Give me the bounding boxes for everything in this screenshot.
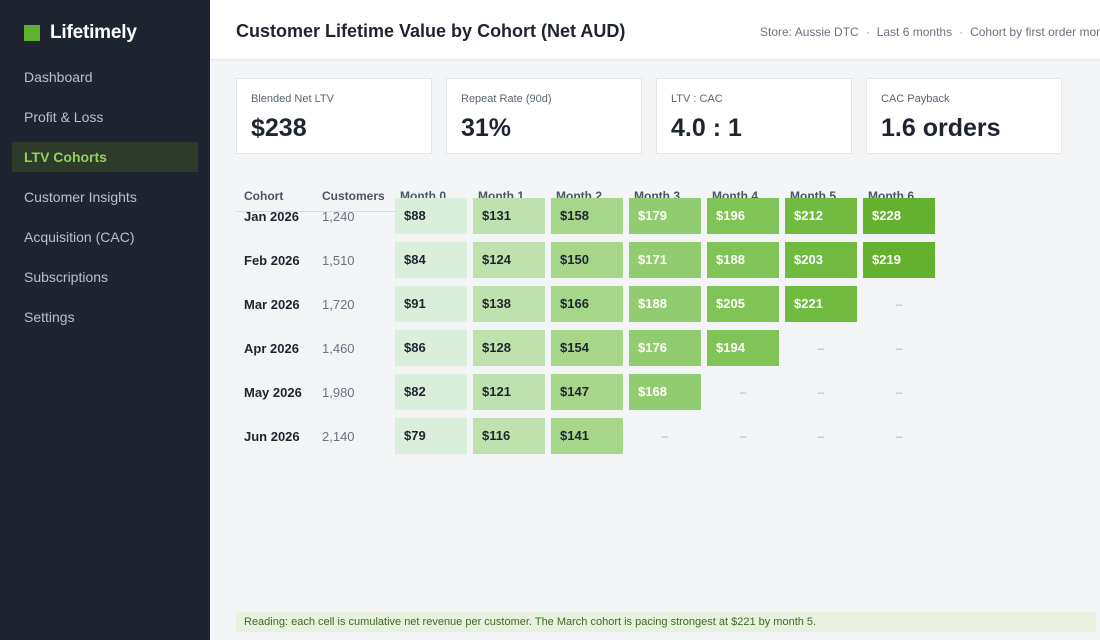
customer-count: 1,980 xyxy=(322,385,355,400)
kpi-label: Repeat Rate (90d) xyxy=(461,93,552,105)
cohort-cell[interactable]: $154 xyxy=(551,330,623,366)
cohort-cell[interactable]: $212 xyxy=(785,198,857,234)
sidebar-item-settings[interactable]: Settings xyxy=(24,309,75,325)
sidebar-item-ltv-cohorts[interactable]: LTV Cohorts xyxy=(12,142,198,172)
cohort-label: Mar 2026 xyxy=(244,297,300,312)
cohort-cell[interactable]: $128 xyxy=(473,330,545,366)
sidebar-item-dashboard[interactable]: Dashboard xyxy=(24,69,93,85)
cohort-cell-empty: – xyxy=(739,429,747,443)
brand[interactable]: Lifetimely xyxy=(24,22,137,44)
kpi-value: 4.0 : 1 xyxy=(671,114,742,142)
kpi-card-ltv-cac: LTV : CAC 4.0 : 1 xyxy=(656,78,852,154)
brand-name: Lifetimely xyxy=(50,22,137,43)
customer-count: 1,460 xyxy=(322,341,355,356)
column-header-customers: Customers xyxy=(322,189,385,203)
cohort-cell[interactable]: $141 xyxy=(551,418,623,454)
page-header: Customer Lifetime Value by Cohort (Net A… xyxy=(210,0,1100,60)
cohort-cell[interactable]: $84 xyxy=(395,242,467,278)
header-meta: Store: Aussie DTC · Last 6 months · Cohort b… xyxy=(760,25,1100,39)
cohort-cell[interactable]: $131 xyxy=(473,198,545,234)
customer-count: 1,720 xyxy=(322,297,355,312)
kpi-label: LTV : CAC xyxy=(671,93,723,105)
cohort-label: Apr 2026 xyxy=(244,341,299,356)
sidebar-nav: Dashboard Profit & Loss LTV Cohorts Cust… xyxy=(12,62,198,342)
kpi-card-repeat-rate: Repeat Rate (90d) 31% xyxy=(446,78,642,154)
cohort-cell[interactable]: $158 xyxy=(551,198,623,234)
kpi-label: CAC Payback xyxy=(881,93,950,105)
separator-dot: · xyxy=(959,25,964,39)
cohort-cell[interactable]: $82 xyxy=(395,374,467,410)
cohort-label: May 2026 xyxy=(244,385,302,400)
sidebar-item-customer-insights[interactable]: Customer Insights xyxy=(24,189,137,205)
cohort-cell[interactable]: $203 xyxy=(785,242,857,278)
sidebar-item-profit-loss[interactable]: Profit & Loss xyxy=(24,109,104,125)
cohort-cell[interactable]: $205 xyxy=(707,286,779,322)
cohort-cell-empty: – xyxy=(895,385,903,399)
cohort-cell[interactable]: $228 xyxy=(863,198,935,234)
cohort-cell[interactable]: $219 xyxy=(863,242,935,278)
cohort-label: Feb 2026 xyxy=(244,253,300,268)
cohort-cell[interactable]: $168 xyxy=(629,374,701,410)
sidebar-item-acquisition[interactable]: Acquisition (CAC) xyxy=(24,229,135,245)
cohort-cell[interactable]: $88 xyxy=(395,198,467,234)
sidebar-item-subscriptions[interactable]: Subscriptions xyxy=(24,269,109,285)
kpi-value: $238 xyxy=(251,114,307,142)
logo-square-icon xyxy=(24,25,40,41)
cohort-cell[interactable]: $147 xyxy=(551,374,623,410)
cohort-basis-filter[interactable]: Cohort by first order month xyxy=(970,25,1100,39)
cohort-cell-empty: – xyxy=(895,429,903,443)
cohort-cell-empty: – xyxy=(739,385,747,399)
kpi-value: 1.6 orders xyxy=(881,114,1001,142)
customer-count: 1,240 xyxy=(322,209,355,224)
date-range-filter[interactable]: Last 6 months xyxy=(876,25,953,39)
cohort-cell[interactable]: $194 xyxy=(707,330,779,366)
reading-note: Reading: each cell is cumulative net rev… xyxy=(236,612,1096,632)
column-header-cohort: Cohort xyxy=(244,189,284,203)
cohort-label: Jun 2026 xyxy=(244,429,300,444)
separator-dot: · xyxy=(865,25,870,39)
kpi-card-blended-ltv: Blended Net LTV $238 xyxy=(236,78,432,154)
cohort-cell[interactable]: $196 xyxy=(707,198,779,234)
cohort-cell[interactable]: $171 xyxy=(629,242,701,278)
cohort-cell[interactable]: $150 xyxy=(551,242,623,278)
cohort-cell[interactable]: $124 xyxy=(473,242,545,278)
cohort-cell[interactable]: $121 xyxy=(473,374,545,410)
cohort-cell[interactable]: $138 xyxy=(473,286,545,322)
customer-count: 2,140 xyxy=(322,429,355,444)
kpi-value: 31% xyxy=(461,114,512,142)
store-filter[interactable]: Store: Aussie DTC xyxy=(760,25,859,39)
cohort-cell[interactable]: $86 xyxy=(395,330,467,366)
cohort-cell-empty: – xyxy=(817,341,825,355)
cohort-cell[interactable]: $179 xyxy=(629,198,701,234)
cohort-cell[interactable]: $188 xyxy=(629,286,701,322)
customer-count: 1,510 xyxy=(322,253,355,268)
cohort-cell[interactable]: $176 xyxy=(629,330,701,366)
cohort-cell[interactable]: $79 xyxy=(395,418,467,454)
kpi-label: Blended Net LTV xyxy=(251,93,334,105)
cohort-cell[interactable]: $166 xyxy=(551,286,623,322)
sidebar: Lifetimely Dashboard Profit & Loss LTV C… xyxy=(0,0,210,640)
page-title: Customer Lifetime Value by Cohort (Net A… xyxy=(236,21,626,41)
cohort-label: Jan 2026 xyxy=(244,209,299,224)
cohort-cell[interactable]: $116 xyxy=(473,418,545,454)
cohort-cell-empty: – xyxy=(661,429,669,443)
cohort-cell-empty: – xyxy=(895,341,903,355)
kpi-card-cac-payback: CAC Payback 1.6 orders xyxy=(866,78,1062,154)
cohort-cell[interactable]: $221 xyxy=(785,286,857,322)
cohort-cell-empty: – xyxy=(895,297,903,311)
cohort-cell-empty: – xyxy=(817,385,825,399)
cohort-table: Cohort Customers Month 0 Month 1 Month 2 Mont… xyxy=(236,182,956,472)
cohort-cell[interactable]: $188 xyxy=(707,242,779,278)
header-divider xyxy=(236,211,396,212)
cohort-cell[interactable]: $91 xyxy=(395,286,467,322)
cohort-cell-empty: – xyxy=(817,429,825,443)
